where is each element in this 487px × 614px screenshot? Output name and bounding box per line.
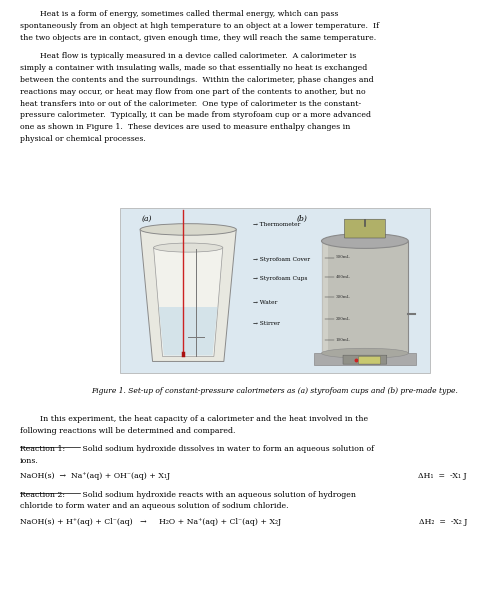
Polygon shape: [159, 307, 218, 356]
Text: one as shown in Figure 1.  These devices are used to measure enthalpy changes in: one as shown in Figure 1. These devices …: [20, 123, 350, 131]
Text: Solid sodium hydroxide reacts with an aqueous solution of hydrogen: Solid sodium hydroxide reacts with an aq…: [80, 491, 356, 499]
Text: NaOH(s) + H⁺(aq) + Cl⁻(aq)   →     H₂O + Na⁺(aq) + Cl⁻(aq) + X₂J: NaOH(s) + H⁺(aq) + Cl⁻(aq) → H₂O + Na⁺(a…: [20, 518, 281, 526]
Text: → Thermometer: → Thermometer: [253, 222, 300, 227]
FancyBboxPatch shape: [343, 355, 387, 364]
Text: the two objects are in contact, given enough time, they will reach the same temp: the two objects are in contact, given en…: [20, 34, 376, 42]
Bar: [321, 241, 408, 353]
Text: physical or chemical processes.: physical or chemical processes.: [20, 135, 146, 143]
Text: Heat flow is typically measured in a device called calorimeter.  A calorimeter i: Heat flow is typically measured in a dev…: [40, 52, 356, 61]
Text: → Styrofoam Cups: → Styrofoam Cups: [253, 276, 308, 281]
Polygon shape: [153, 247, 223, 357]
Bar: [321, 241, 328, 353]
Text: heat transfers into or out of the calorimeter.  One type of calorimeter is the c: heat transfers into or out of the calori…: [20, 99, 361, 107]
Text: Figure 1. Set-up of constant-pressure calorimeters as (a) styrofoam cups and (b): Figure 1. Set-up of constant-pressure ca…: [92, 387, 458, 395]
Text: 300mL: 300mL: [336, 295, 350, 299]
Text: pressure calorimeter.  Typically, it can be made from styrofoam cup or a more ad: pressure calorimeter. Typically, it can …: [20, 112, 371, 120]
Text: NaOH(s)  →  Na⁺(aq) + OH⁻(aq) + X₁J: NaOH(s) → Na⁺(aq) + OH⁻(aq) + X₁J: [20, 472, 170, 480]
Text: 200mL: 200mL: [336, 317, 350, 321]
Text: 500mL: 500mL: [336, 255, 350, 260]
Text: ΔH₂  =  -X₂ J: ΔH₂ = -X₂ J: [419, 518, 467, 526]
Text: 100mL: 100mL: [336, 338, 350, 342]
Text: following reactions will be determined and compared.: following reactions will be determined a…: [20, 427, 236, 435]
FancyBboxPatch shape: [358, 356, 380, 364]
Ellipse shape: [321, 233, 408, 249]
Text: (a): (a): [142, 215, 152, 223]
Text: reactions may occur, or heat may flow from one part of the contents to another, : reactions may occur, or heat may flow fr…: [20, 88, 366, 96]
Text: Reaction 2:: Reaction 2:: [20, 491, 65, 499]
Text: Heat is a form of energy, sometimes called thermal energy, which can pass: Heat is a form of energy, sometimes call…: [40, 10, 338, 18]
Text: Reaction 1:: Reaction 1:: [20, 445, 65, 453]
Text: → Stirrer: → Stirrer: [253, 321, 281, 326]
FancyBboxPatch shape: [344, 219, 385, 238]
Text: ΔH₁  =  -X₁ J: ΔH₁ = -X₁ J: [418, 472, 467, 480]
Text: → Water: → Water: [253, 300, 278, 305]
Polygon shape: [140, 230, 236, 362]
Text: between the contents and the surroundings.  Within the calorimeter, phase change: between the contents and the surrounding…: [20, 76, 374, 84]
Text: (b): (b): [297, 215, 308, 223]
Text: 400mL: 400mL: [336, 275, 350, 279]
Ellipse shape: [140, 223, 236, 235]
Text: spontaneously from an object at high temperature to an object at a lower tempera: spontaneously from an object at high tem…: [20, 22, 379, 30]
Text: Solid sodium hydroxide dissolves in water to form an aqueous solution of: Solid sodium hydroxide dissolves in wate…: [80, 445, 374, 453]
Text: ions.: ions.: [20, 457, 39, 465]
Text: In this experiment, the heat capacity of a calorimeter and the heat involved in : In this experiment, the heat capacity of…: [40, 415, 368, 423]
Text: chloride to form water and an aqueous solution of sodium chloride.: chloride to form water and an aqueous so…: [20, 502, 289, 510]
Ellipse shape: [153, 243, 223, 252]
Ellipse shape: [321, 348, 408, 358]
Text: → Styrofoam Cover: → Styrofoam Cover: [253, 257, 310, 262]
Bar: [120, 208, 430, 373]
Bar: [314, 353, 416, 365]
Text: simply a container with insulating walls, made so that essentially no heat is ex: simply a container with insulating walls…: [20, 64, 367, 72]
